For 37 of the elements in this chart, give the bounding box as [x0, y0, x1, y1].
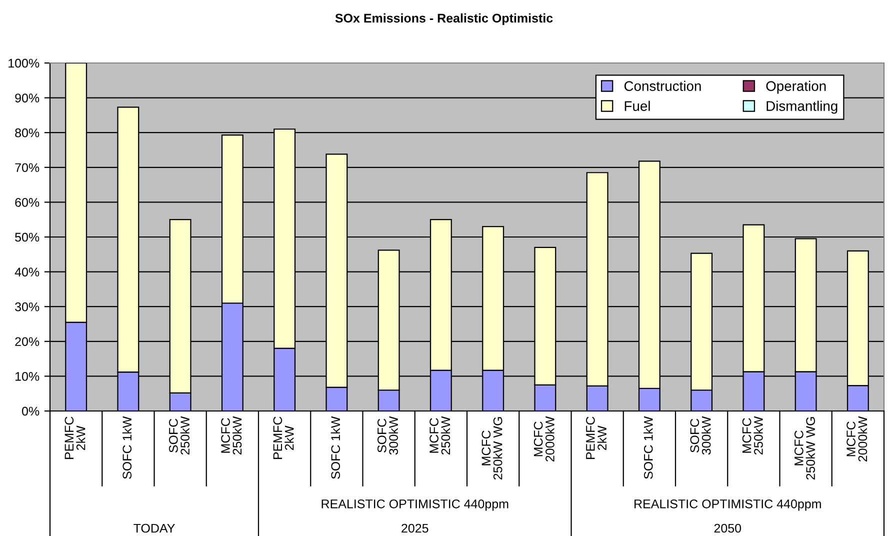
x-tick-label: SOFC 300kW — [377, 416, 398, 455]
text: REALISTIC OPTIMISTIC 440ppm — [322, 499, 508, 511]
text: 2025 — [402, 524, 428, 533]
x-tick-label: SOFC 1kW — [330, 416, 340, 479]
x-tick-label: MCFC 250kW WG — [794, 417, 815, 480]
y-tick-label: 50% — [15, 232, 40, 242]
y-tick-label: 80% — [15, 128, 40, 138]
y-tick-label: 10% — [16, 372, 40, 381]
x-tick-label: MCFC 250kW — [430, 416, 450, 454]
x-tick-label: SOFC 300kW — [690, 416, 711, 455]
y-tick-label: 90% — [15, 94, 40, 102]
y-tick-label: 30% — [15, 302, 40, 312]
text: TODAY — [134, 524, 175, 533]
x-tick-label: PEMFC 2kW — [586, 416, 606, 459]
y-tick-label: 0% — [22, 406, 40, 416]
legend-label: Fuel — [624, 100, 650, 111]
y-tick-label: 40% — [14, 268, 40, 276]
x-tick-label: MCFC 2000kW — [846, 416, 868, 462]
text: 2050 — [714, 524, 742, 533]
x-tick-label: PEMFC 2kW — [273, 416, 294, 459]
y-tick-label: 70% — [15, 163, 40, 172]
legend-label: Dismantling — [766, 100, 838, 114]
legend-label: Operation — [766, 80, 826, 94]
x-tick-label: SOFC 1kW — [644, 416, 653, 479]
x-tick-label: SOFC 250kW — [168, 416, 190, 454]
chart-title: SOx Emissions - Realistic Optimistic — [335, 13, 553, 26]
x-tick-label: MCFC 250kW — [221, 416, 242, 454]
x-tick-label: MCFC 250kW WG — [482, 417, 502, 480]
x-tick-label: SOFC 1kW — [122, 416, 132, 479]
x-tick-label: MCFC 250kW — [742, 416, 763, 454]
y-tick-label: 100% — [8, 58, 40, 68]
legend-label: Construction — [624, 80, 701, 91]
y-tick-label: 20% — [15, 337, 40, 346]
text: REALISTIC OPTIMISTIC 440ppm — [634, 499, 821, 511]
x-tick-label: PEMFC 2kW — [64, 416, 86, 459]
y-tick-label: 60% — [15, 198, 40, 207]
x-tick-label: MCFC 2000kW — [534, 416, 554, 462]
